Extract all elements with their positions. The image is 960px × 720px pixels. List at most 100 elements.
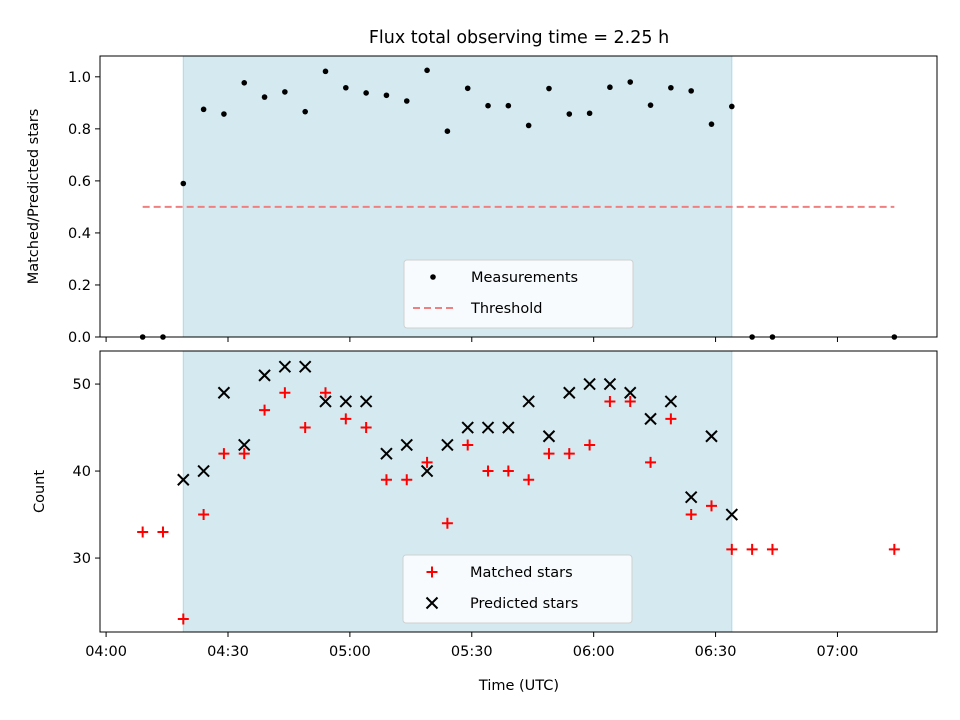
data-point (444, 128, 451, 134)
data-point (339, 395, 353, 408)
bottom-series-layer (137, 360, 900, 625)
legend-label: Matched stars (470, 565, 573, 581)
top-axes-frame (99, 55, 938, 338)
data-point (705, 500, 717, 512)
y-tick-label: 40 (73, 464, 91, 480)
data-point (360, 422, 372, 434)
data-point (258, 369, 271, 382)
legend-box (402, 554, 633, 624)
y-tick-label: 30 (73, 551, 91, 567)
data-point (607, 84, 613, 91)
data-point (380, 447, 393, 460)
x-tick-label: 05:30 (451, 644, 493, 660)
data-point (403, 98, 410, 104)
data-point (238, 438, 251, 452)
data-point (647, 102, 654, 108)
data-point (198, 509, 210, 521)
data-point (708, 121, 715, 127)
data-point (684, 490, 698, 504)
x-tick-label: 06:00 (573, 644, 615, 660)
data-point (298, 360, 312, 373)
data-point (725, 508, 739, 521)
data-point (668, 84, 674, 91)
data-point (197, 464, 210, 478)
data-point (343, 84, 349, 91)
data-point (502, 465, 514, 477)
data-point (319, 395, 332, 408)
bottom-y-axis-label: Count (32, 470, 48, 513)
series-measurements (139, 67, 898, 340)
data-point (563, 448, 575, 460)
data-point (546, 85, 552, 92)
legend-label: Measurements (471, 270, 578, 286)
data-point (502, 421, 515, 434)
data-point (525, 122, 532, 129)
data-point (401, 474, 413, 486)
top-legend: Measurements Threshold (403, 259, 634, 329)
top-y-axis: 0.0 0.2 0.4 0.6 0.8 1.0 (68, 70, 100, 346)
data-point (383, 92, 390, 99)
data-point (177, 613, 189, 625)
top-x-ticks (105, 337, 838, 342)
y-tick-label: 0.0 (68, 330, 91, 346)
data-point (705, 430, 718, 443)
data-point (218, 448, 230, 460)
data-point (441, 438, 454, 452)
legend-marker (426, 566, 438, 578)
data-point (464, 85, 471, 92)
x-tick-label: 06:30 (695, 644, 737, 660)
data-point (584, 439, 596, 451)
data-point (586, 110, 593, 117)
top-y-axis-label: Matched/Predicted stars (26, 109, 42, 285)
data-point (645, 456, 657, 468)
data-point (604, 395, 616, 407)
data-point (729, 103, 735, 110)
data-point (340, 413, 352, 425)
x-axis-label: Time (UTC) (478, 678, 559, 694)
legend-box (403, 259, 634, 329)
data-point (420, 464, 434, 478)
legend-marker (430, 274, 436, 280)
data-point (522, 395, 535, 408)
data-point (278, 360, 292, 373)
data-point (261, 94, 268, 100)
x-tick-label: 05:00 (329, 644, 371, 660)
data-point (282, 89, 288, 95)
data-point (624, 386, 637, 399)
chart-title: Flux total observing time = 2.25 h (369, 28, 669, 48)
data-point (543, 448, 555, 460)
data-point (746, 543, 758, 555)
data-point (563, 386, 576, 399)
data-point (505, 102, 512, 109)
data-point (238, 448, 250, 460)
top-series-layer (139, 67, 898, 340)
y-tick-label: 50 (73, 377, 91, 393)
data-point (320, 387, 332, 399)
legend-marker (425, 596, 439, 610)
data-point (400, 438, 413, 452)
data-point (302, 108, 308, 115)
y-tick-label: 0.4 (68, 226, 91, 242)
data-point (766, 543, 778, 555)
data-point (624, 395, 636, 407)
data-point (424, 67, 430, 74)
data-point (726, 543, 738, 555)
data-point (359, 395, 373, 408)
data-point (157, 526, 169, 538)
y-tick-label: 0.6 (68, 174, 91, 190)
data-point (583, 377, 596, 391)
data-point (299, 422, 311, 434)
x-tick-label: 04:30 (207, 644, 249, 660)
data-point (137, 526, 149, 538)
data-point (664, 395, 678, 408)
bottom-axes-frame (99, 350, 938, 633)
data-point (685, 509, 697, 521)
series-predicted-stars (177, 360, 739, 521)
data-point (523, 474, 535, 486)
data-point (177, 473, 190, 486)
legend-label: Predicted stars (470, 596, 578, 612)
series-matched-stars (137, 387, 900, 625)
data-point (200, 106, 207, 113)
data-point (481, 421, 495, 434)
